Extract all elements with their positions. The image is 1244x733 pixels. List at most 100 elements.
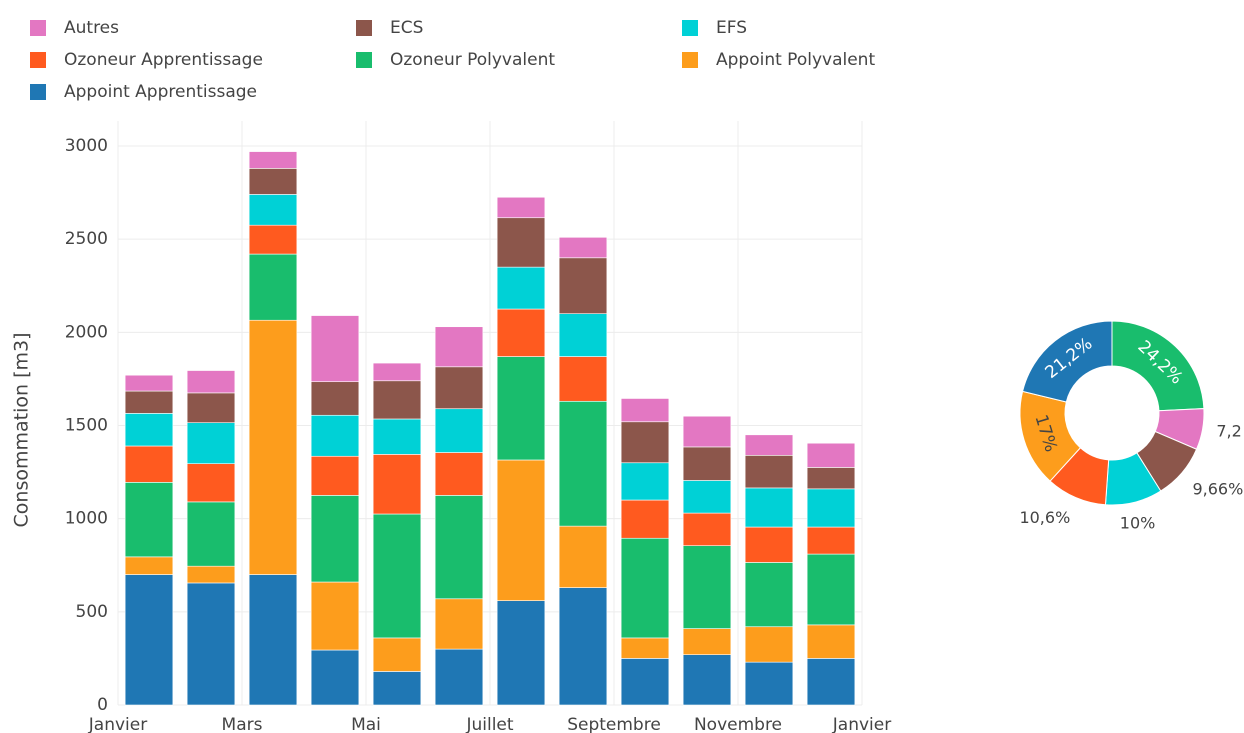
- bar-segment: [186, 463, 236, 503]
- bar-segment: [310, 495, 360, 583]
- bar-segment: [620, 462, 670, 501]
- y-tick-label: 2500: [65, 229, 108, 249]
- pie-label: 10,6%: [1019, 508, 1070, 527]
- bar-segment: [682, 446, 732, 481]
- bar-segment: [806, 488, 856, 528]
- bar-segment: [248, 194, 298, 226]
- bar-segment: [806, 526, 856, 555]
- bar-segment: [744, 455, 794, 489]
- bar-segment: [124, 574, 174, 706]
- legend-label: EFS: [716, 18, 747, 38]
- legend-swatch: [682, 20, 698, 36]
- pie-slice: [1111, 320, 1205, 412]
- bar-segment: [682, 654, 732, 706]
- bar-segment: [558, 587, 608, 706]
- bar-segment: [744, 434, 794, 456]
- bar-segment: [310, 315, 360, 383]
- y-tick-label: 2000: [65, 322, 108, 342]
- legend-swatch: [682, 52, 698, 68]
- pie-label: 10%: [1120, 513, 1156, 532]
- bar-segment: [372, 362, 422, 382]
- grid: [117, 121, 863, 706]
- bar-segment: [558, 313, 608, 357]
- legend-swatch: [30, 52, 46, 68]
- legend-label: Ozoneur Polyvalent: [390, 50, 555, 70]
- bar-segment: [620, 421, 670, 464]
- bar-segment: [558, 400, 608, 527]
- bar-segment: [744, 526, 794, 563]
- bar-segment: [558, 525, 608, 588]
- bar-segment: [186, 392, 236, 424]
- bar-segment: [186, 565, 236, 584]
- bar-segment: [124, 482, 174, 558]
- legend-label: Appoint Apprentissage: [64, 82, 257, 102]
- pie-slice: [1021, 320, 1113, 403]
- bar-segment: [124, 374, 174, 392]
- bar-segment: [496, 266, 546, 310]
- bar-segment: [682, 480, 732, 514]
- bar-segment: [310, 381, 360, 416]
- bar-segment: [620, 499, 670, 539]
- x-tick-label: Juillet: [465, 715, 513, 733]
- y-tick-label: 500: [76, 602, 108, 622]
- bar-segment: [682, 415, 732, 448]
- bar-segment: [248, 151, 298, 169]
- legend-swatch: [30, 20, 46, 36]
- bar-segment: [310, 649, 360, 706]
- legend-label: ECS: [390, 18, 423, 38]
- bar-segment: [310, 414, 360, 457]
- y-axis-label: Consommation [m3]: [11, 333, 33, 528]
- bar-segment: [434, 495, 484, 600]
- bar-segment: [620, 398, 670, 423]
- bar-segment: [434, 408, 484, 453]
- bar-segment: [186, 422, 236, 464]
- bar-segment: [186, 501, 236, 567]
- bar-segment: [434, 326, 484, 368]
- bar-segment: [744, 626, 794, 663]
- bar-segment: [434, 452, 484, 496]
- bar-segment: [124, 556, 174, 575]
- x-tick-label: Mai: [351, 715, 381, 733]
- bar-segment: [682, 628, 732, 655]
- bar-segment: [124, 413, 174, 447]
- bar-segment: [806, 442, 856, 468]
- bar-segment: [372, 380, 422, 420]
- bar-segment: [558, 237, 608, 259]
- bar-segment: [372, 671, 422, 706]
- x-tick-label: Janvier: [832, 715, 891, 733]
- bar-segment: [496, 308, 546, 357]
- bar-segment: [744, 661, 794, 706]
- bar-segment: [496, 600, 546, 706]
- legend-label: Ozoneur Apprentissage: [64, 50, 263, 70]
- bar-segment: [372, 637, 422, 672]
- bar-segment: [124, 390, 174, 414]
- y-tick-label: 0: [97, 695, 108, 715]
- bar-segment: [744, 487, 794, 528]
- legend-swatch: [356, 52, 372, 68]
- bar-segment: [248, 224, 298, 255]
- bar-segment: [620, 637, 670, 659]
- bar-segment: [806, 658, 856, 706]
- bar-segment: [124, 445, 174, 483]
- legend-label: Autres: [64, 18, 119, 38]
- bar-segment: [310, 455, 360, 496]
- pie-label: 7,2: [1216, 421, 1241, 440]
- bar-segment: [434, 598, 484, 650]
- legend-swatch: [356, 20, 372, 36]
- bar-segment: [248, 319, 298, 575]
- bar-segment: [558, 257, 608, 314]
- bar-segment: [682, 512, 732, 546]
- bar-segment: [496, 459, 546, 601]
- bar-segment: [186, 582, 236, 706]
- bar-segment: [806, 467, 856, 490]
- legend-swatch: [30, 84, 46, 100]
- bar-segment: [620, 537, 670, 639]
- x-tick-label: Janvier: [88, 715, 147, 733]
- bar-segment: [372, 454, 422, 515]
- bar-segment: [806, 553, 856, 626]
- x-tick-label: Novembre: [694, 715, 782, 733]
- bar-segment: [372, 418, 422, 455]
- bar-segment: [496, 356, 546, 461]
- y-tick-label: 3000: [65, 136, 108, 156]
